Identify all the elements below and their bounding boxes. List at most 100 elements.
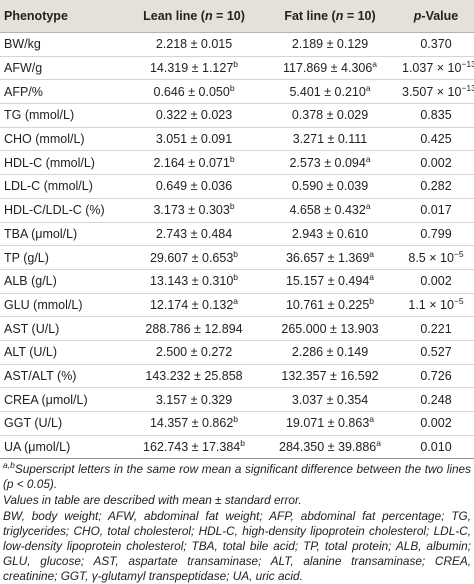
- cell-text: 0.527: [420, 345, 452, 360]
- cell-text: ALT (U/L): [4, 345, 58, 360]
- header-text: p: [413, 9, 422, 23]
- cell-superscript: b: [233, 272, 239, 283]
- table-cell: ALB (g/L): [0, 269, 126, 294]
- cell-text: 117.869 ± 4.306: [282, 61, 373, 76]
- table-row: LDL-C (mmol/L) 0.649 ± 0.036 0.590 ± 0.039…: [0, 174, 474, 199]
- table-cell: 0.425: [398, 127, 474, 152]
- cell-text: 2.286 ± 0.149: [291, 345, 369, 360]
- cell-text: 0.002: [420, 416, 452, 431]
- cell-text: 3.051 ± 0.091: [155, 132, 233, 147]
- cell-text: TBA (μmol/L): [4, 226, 78, 241]
- table-cell: LDL-C (mmol/L): [0, 174, 126, 199]
- cell-text: 0.002: [420, 274, 452, 289]
- table-cell: 0.002: [398, 269, 474, 294]
- table-cell: TBA (μmol/L): [0, 222, 126, 247]
- table-cell: 12.174 ± 0.132a: [126, 293, 262, 318]
- table-cell: 2.943 ± 0.610: [262, 222, 398, 247]
- table-row: AST (U/L) 288.786 ± 12.894 265.000 ± 13.90…: [0, 316, 474, 341]
- cell-text: 132.357 ± 16.592: [281, 368, 379, 383]
- header-text: Fat line (: [284, 9, 336, 23]
- cell-text: HDL-C/LDL-C (%): [4, 203, 105, 218]
- table-cell: 29.607 ± 0.653b: [126, 245, 262, 270]
- cell-text: 0.425: [420, 132, 452, 147]
- table-row: AFW/g 14.319 ± 1.127b 117.869 ± 4.306a 1.03…: [0, 56, 474, 81]
- cell-text: 162.743 ± 17.384: [143, 440, 241, 455]
- cell-text: GGT (U/L): [4, 416, 63, 431]
- cell-text: CREA (μmol/L): [4, 392, 88, 407]
- cell-text: 0.590 ± 0.039: [291, 179, 369, 194]
- table-row: TBA (μmol/L) 2.743 ± 0.484 2.943 ± 0.610 0.…: [0, 222, 474, 247]
- cell-superscript: a: [369, 248, 375, 259]
- cell-superscript: b: [233, 248, 239, 259]
- cell-superscript: b: [229, 201, 235, 211]
- table-row: GGT (U/L) 14.357 ± 0.862b 19.071 ± 0.863a 0…: [0, 411, 474, 436]
- table-cell: 0.370: [398, 32, 474, 57]
- cell-superscript: a: [365, 82, 371, 93]
- table-row: AST/ALT (%) 143.232 ± 25.858 132.357 ± 16.…: [0, 364, 474, 389]
- table-cell: 3.157 ± 0.329: [126, 387, 262, 412]
- table-cell: 0.378 ± 0.029: [262, 103, 398, 128]
- cell-text: 0.002: [420, 155, 452, 170]
- table-cell: 0.282: [398, 174, 474, 199]
- cell-text: ALB (g/L): [4, 274, 57, 289]
- cell-superscript: −13: [461, 58, 474, 69]
- table-cell: 0.322 ± 0.023: [126, 103, 262, 128]
- table-cell: 8.5 × 10−5: [398, 245, 474, 270]
- header-cell: Phenotype: [0, 0, 126, 33]
- table-row: CREA (μmol/L) 3.157 ± 0.329 3.037 ± 0.354 0…: [0, 387, 474, 412]
- table-cell: 2.573 ± 0.094a: [262, 150, 398, 176]
- table-cell: 0.010: [398, 435, 474, 460]
- cell-text: 0.010: [420, 440, 452, 455]
- table-cell: 0.835: [398, 103, 474, 128]
- cell-text: 2.164 ± 0.071: [153, 155, 230, 170]
- table-cell: 117.869 ± 4.306a: [262, 56, 398, 81]
- table-cell: BW/kg: [0, 32, 126, 57]
- table-cell: UA (μmol/L): [0, 435, 126, 460]
- table-cell: 36.657 ± 1.369a: [262, 245, 398, 270]
- cell-text: 143.232 ± 25.858: [145, 368, 243, 383]
- cell-text: UA (μmol/L): [4, 440, 71, 455]
- footnote-text: Superscript letters in the same row mean…: [3, 462, 471, 492]
- table-cell: 0.799: [398, 222, 474, 247]
- table-cell: 0.221: [398, 316, 474, 341]
- cell-text: 0.322 ± 0.023: [155, 108, 233, 123]
- table-cell: 2.189 ± 0.129: [262, 32, 398, 57]
- cell-superscript: −5: [453, 295, 464, 306]
- cell-text: 0.649 ± 0.036: [155, 179, 233, 194]
- table-cell: 0.527: [398, 340, 474, 365]
- table-cell: AFP/%: [0, 79, 126, 105]
- table-cell: 0.002: [398, 150, 474, 176]
- header-text: = 10): [343, 9, 376, 23]
- table-cell: 288.786 ± 12.894: [126, 316, 262, 341]
- table-cell: 162.743 ± 17.384b: [126, 435, 262, 460]
- cell-text: 3.173 ± 0.303: [153, 203, 230, 218]
- cell-superscript: b: [229, 82, 235, 93]
- cell-text: BW/kg: [4, 37, 41, 52]
- table-cell: TP (g/L): [0, 245, 126, 270]
- cell-text: 13.143 ± 0.310: [149, 274, 234, 289]
- cell-superscript: a: [365, 201, 371, 211]
- table-cell: 2.286 ± 0.149: [262, 340, 398, 365]
- table-cell: 0.248: [398, 387, 474, 412]
- cell-text: 3.157 ± 0.329: [155, 392, 233, 407]
- table-cell: 0.017: [398, 198, 474, 223]
- cell-text: 2.500 ± 0.272: [155, 345, 233, 360]
- cell-text: 12.174 ± 0.132: [149, 297, 234, 312]
- cell-superscript: b: [233, 58, 239, 69]
- table-cell: AST/ALT (%): [0, 364, 126, 389]
- table-cell: AST (U/L): [0, 316, 126, 341]
- table-cell: 265.000 ± 13.903: [262, 316, 398, 341]
- header-text: = 10): [212, 9, 245, 23]
- footnotes: a,bSuperscript letters in the same row m…: [0, 459, 474, 584]
- footnote: Values in table are described with mean …: [3, 493, 471, 508]
- header-cell: p-Value: [398, 0, 474, 33]
- table-row: HDL-C (mmol/L) 2.164 ± 0.071b 2.573 ± 0.09…: [0, 150, 474, 176]
- cell-text: 0.646 ± 0.050: [153, 84, 230, 99]
- cell-text: HDL-C (mmol/L): [4, 155, 95, 170]
- header-text: n: [204, 9, 213, 23]
- table-cell: CREA (μmol/L): [0, 387, 126, 412]
- data-table: Phenotype Lean line (n = 10) Fat line (n =…: [0, 0, 474, 460]
- cell-text: 284.350 ± 39.886: [279, 440, 377, 455]
- cell-superscript: a: [376, 437, 381, 448]
